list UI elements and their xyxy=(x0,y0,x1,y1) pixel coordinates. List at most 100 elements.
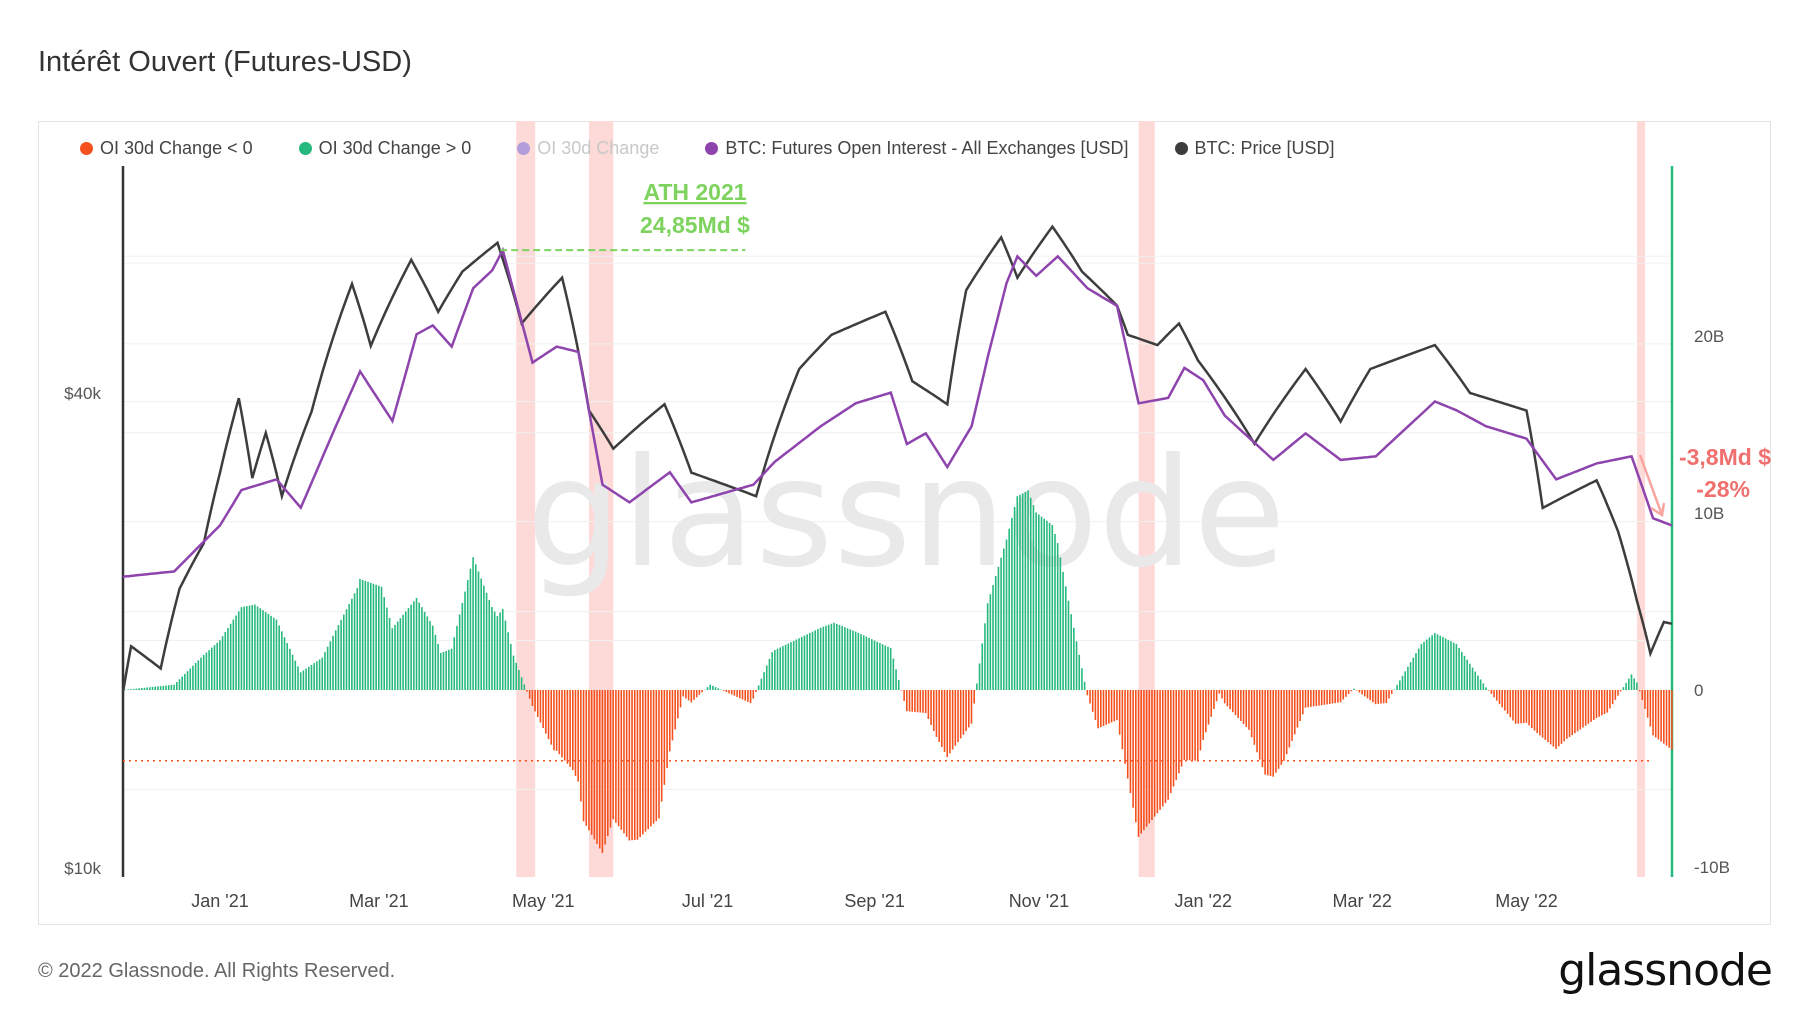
oi-change-bar xyxy=(404,611,407,690)
oi-change-bar xyxy=(563,690,566,761)
oi-change-bar xyxy=(871,639,873,690)
oi-change-bar xyxy=(566,690,569,764)
oi-change-bar xyxy=(949,690,951,754)
oi-change-bar xyxy=(337,625,340,690)
oi-change-bar xyxy=(620,690,623,830)
oi-change-bar xyxy=(208,650,210,690)
oi-change-bar xyxy=(1644,690,1646,709)
oi-change-bar xyxy=(590,690,593,835)
oi-change-bar xyxy=(582,690,585,822)
oi-change-bar xyxy=(739,690,741,699)
oi-change-bar xyxy=(1504,690,1506,711)
oi-change-bar xyxy=(712,685,714,690)
oi-change-bar xyxy=(267,613,270,690)
oi-change-bar xyxy=(1377,690,1380,704)
oi-change-bar xyxy=(1099,690,1102,728)
oi-change-bar xyxy=(1579,690,1582,730)
oi-change-bar xyxy=(744,690,746,701)
oi-change-bar xyxy=(803,635,806,690)
oi-change-bar xyxy=(666,690,668,769)
oi-change-bar xyxy=(1253,690,1256,745)
oi-change-bar xyxy=(1407,666,1409,690)
oi-change-bar xyxy=(1291,690,1293,741)
oi-change-bar xyxy=(774,650,776,690)
oi-change-bar xyxy=(811,631,814,690)
oi-change-bar xyxy=(488,599,491,690)
legend-item[interactable]: OI 30d Change > 0 xyxy=(298,138,472,159)
oi-change-bar xyxy=(1385,690,1388,704)
futures-open-interest-line xyxy=(122,246,1673,578)
ath-value: 24,85Md $ xyxy=(640,212,750,238)
oi-change-bar xyxy=(1641,690,1644,701)
oi-change-bar xyxy=(1444,638,1447,690)
oi-change-bar xyxy=(730,690,733,695)
oi-change-bar xyxy=(1490,690,1493,694)
oi-change-bar xyxy=(690,690,693,703)
oi-change-bar xyxy=(642,690,644,835)
oi-change-bar xyxy=(663,690,666,785)
oi-change-bar xyxy=(1463,655,1466,690)
oi-change-bar xyxy=(1582,690,1584,728)
oi-change-bar xyxy=(1627,678,1630,690)
legend-item[interactable]: BTC: Price [USD] xyxy=(1174,138,1335,159)
oi-change-bar xyxy=(520,677,523,690)
oi-change-bar xyxy=(372,583,375,690)
oi-change-bar xyxy=(334,630,337,690)
oi-change-bar xyxy=(906,690,908,712)
oi-change-bar xyxy=(1145,690,1148,827)
oi-change-bar xyxy=(1455,643,1458,690)
oi-change-bar xyxy=(1660,690,1662,742)
oi-change-bar xyxy=(1293,690,1296,735)
legend-item[interactable]: BTC: Futures Open Interest - All Exchang… xyxy=(705,138,1129,159)
oi-change-bar xyxy=(970,690,973,724)
oi-change-bar xyxy=(1587,690,1590,724)
oi-change-bar xyxy=(978,663,981,690)
legend-label: OI 30d Change > 0 xyxy=(318,138,472,158)
oi-change-bar xyxy=(717,688,720,690)
oi-change-bar xyxy=(1269,690,1272,777)
oi-change-bar xyxy=(348,603,350,690)
oi-change-bar xyxy=(1137,690,1140,837)
oi-change-bar xyxy=(246,606,248,690)
oi-change-bar xyxy=(881,644,884,690)
oi-change-bar xyxy=(677,690,679,719)
oi-change-bar xyxy=(873,640,876,690)
oi-change-bar xyxy=(932,690,935,731)
oi-change-bar xyxy=(1525,690,1528,723)
legend-item[interactable]: OI 30d Change xyxy=(517,138,659,159)
oi-change-bar xyxy=(1008,528,1010,690)
oi-change-bar xyxy=(413,601,415,690)
oi-change-bar xyxy=(1353,688,1355,690)
oi-change-bar xyxy=(1148,690,1151,824)
oi-change-bar xyxy=(396,621,399,690)
oi-change-bar xyxy=(429,621,431,690)
oi-change-bar xyxy=(1350,690,1353,692)
oi-change-bar xyxy=(262,610,264,690)
oi-change-bar xyxy=(1081,668,1083,690)
oi-change-bar xyxy=(1617,690,1619,696)
oi-change-bar xyxy=(380,586,383,690)
oi-change-bar xyxy=(984,623,986,690)
oi-change-bar xyxy=(216,642,218,690)
oi-change-bar xyxy=(1299,690,1301,721)
oi-change-bar xyxy=(1417,648,1420,690)
x-tick-label: Jul '21 xyxy=(682,891,733,911)
oi-change-bar xyxy=(423,611,426,690)
copyright: © 2022 Glassnode. All Rights Reserved. xyxy=(38,960,396,982)
oi-change-bar xyxy=(192,665,194,690)
glassnode-logo[interactable]: glassnode xyxy=(1558,945,1773,996)
oi-change-bar xyxy=(792,640,795,690)
oi-change-bar xyxy=(1205,690,1207,733)
oi-change-bar xyxy=(1202,690,1204,741)
oi-change-bar xyxy=(1601,690,1603,716)
oi-change-bar xyxy=(1288,690,1291,748)
oi-change-bar xyxy=(1649,690,1652,727)
drop-value: -3,8Md $ xyxy=(1679,444,1771,470)
oi-change-bar xyxy=(461,602,464,690)
oi-change-bar xyxy=(1175,690,1178,780)
oi-change-bar xyxy=(1501,690,1503,708)
oi-change-bar xyxy=(725,690,728,693)
legend-item[interactable]: OI 30d Change < 0 xyxy=(80,138,253,159)
oi-change-bar xyxy=(536,690,539,717)
oi-change-bar xyxy=(1237,690,1239,719)
